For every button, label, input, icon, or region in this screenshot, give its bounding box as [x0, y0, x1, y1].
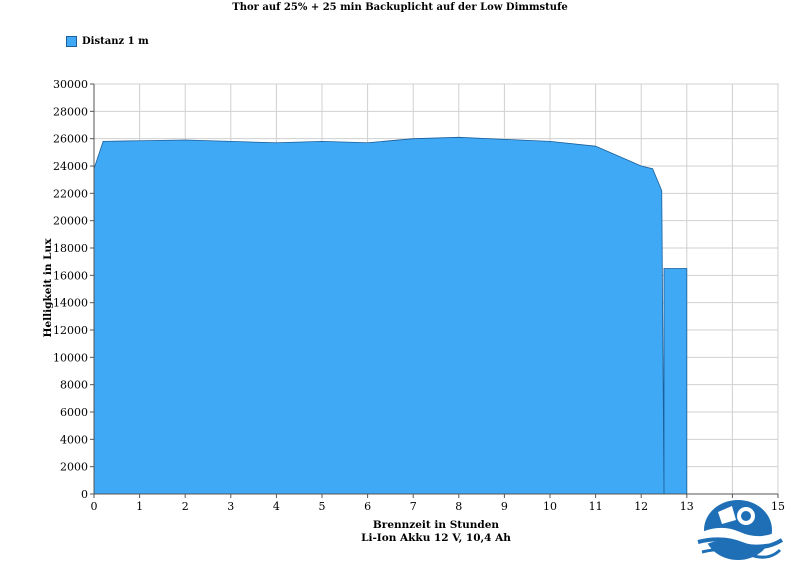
x-tick-label: 4 [273, 500, 280, 513]
y-tick-label: 6000 [60, 406, 88, 419]
x-tick-label: 12 [634, 500, 648, 513]
logo-icon [694, 500, 784, 560]
y-tick-label: 28000 [53, 105, 88, 118]
y-tick-label: 12000 [53, 324, 88, 337]
y-tick-label: 14000 [53, 297, 88, 310]
series-area-0 [93, 136, 688, 495]
x-tick-label: 2 [182, 500, 189, 513]
y-tick-label: 24000 [53, 160, 88, 173]
y-tick-label: 22000 [53, 187, 88, 200]
y-tick-label: 18000 [53, 242, 88, 255]
x-tick-label: 8 [455, 500, 462, 513]
x-tick-label: 6 [364, 500, 371, 513]
legend: Distanz 1 m [66, 36, 149, 47]
y-tick-label: 16000 [53, 269, 88, 282]
x-tick-label: 11 [589, 500, 603, 513]
y-tick-label: 30000 [53, 78, 88, 91]
x-axis-label: Brennzeit in Stunden [372, 519, 500, 531]
y-tick-label: 4000 [60, 433, 88, 446]
x-tick-label: 7 [410, 500, 417, 513]
x-axis-sublabel: Li-Ion Akku 12 V, 10,4 Ah [361, 532, 511, 544]
chart-title: Thor auf 25% + 25 min Backuplicht auf de… [232, 2, 568, 13]
legend-label: Distanz 1 m [82, 36, 149, 47]
y-tick-label: 10000 [53, 351, 88, 364]
legend-swatch [66, 36, 77, 47]
y-axis-label: Helligkeit in Lux [42, 238, 54, 338]
x-axis-label-block: Brennzeit in Stunden Li-Ion Akku 12 V, 1… [94, 519, 778, 545]
y-tick-label: 20000 [53, 215, 88, 228]
x-tick-label: 13 [680, 500, 694, 513]
y-tick-label: 2000 [60, 461, 88, 474]
x-tick-label: 3 [227, 500, 234, 513]
y-tick-label: 0 [81, 488, 88, 501]
y-tick-label: 8000 [60, 379, 88, 392]
x-tick-label: 5 [319, 500, 326, 513]
y-tick-label: 26000 [53, 133, 88, 146]
x-tick-label: 10 [543, 500, 557, 513]
x-tick-label: 15 [771, 500, 785, 513]
x-tick-label: 0 [91, 500, 98, 513]
x-tick-label: 1 [136, 500, 143, 513]
x-tick-label: 9 [501, 500, 508, 513]
